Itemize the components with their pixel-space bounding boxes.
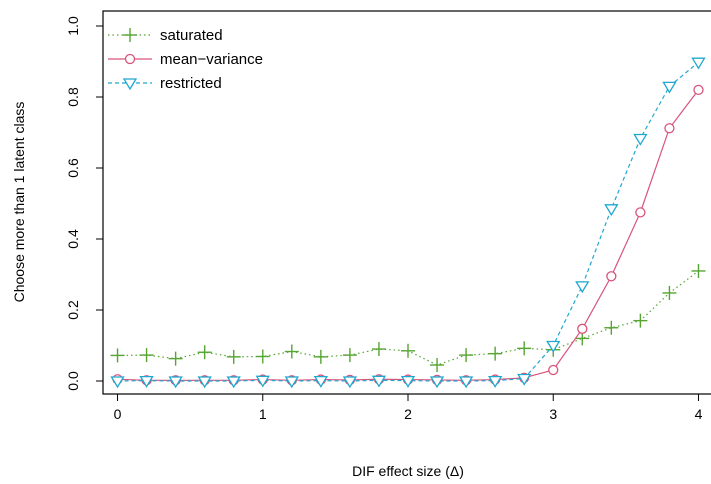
x-tick-label: 2 — [404, 406, 412, 422]
data-point — [371, 342, 386, 357]
data-point — [546, 340, 561, 353]
legend-marker — [122, 78, 138, 91]
data-point — [517, 373, 532, 386]
y-tick-label: 1.0 — [65, 16, 81, 36]
series-plus — [110, 263, 706, 373]
legend-entry: saturated — [108, 27, 223, 44]
legend: saturated mean−variance restricted — [108, 27, 263, 92]
data-point — [604, 320, 619, 335]
data-point — [313, 349, 328, 364]
legend-entry: restricted — [108, 75, 222, 92]
legend-label: saturated — [160, 27, 223, 44]
data-point — [430, 358, 445, 373]
data-point — [110, 376, 125, 389]
y-axis-label: Choose more than 1 latent class — [11, 102, 27, 303]
data-point — [110, 348, 125, 363]
y-tick-label: 0.4 — [65, 229, 81, 249]
legend-entry: mean−variance — [108, 51, 263, 68]
data-point — [633, 133, 648, 146]
data-point — [691, 57, 706, 70]
data-point — [255, 375, 270, 388]
data-point — [401, 343, 415, 358]
series-circle — [112, 84, 704, 386]
data-point — [226, 376, 241, 389]
legend-label: mean−variance — [160, 51, 263, 68]
data-point — [400, 375, 416, 388]
data-point — [604, 204, 619, 217]
x-tick-label: 3 — [549, 406, 557, 422]
data-point — [575, 281, 590, 294]
x-axis: 0 1 2 3 4 — [114, 393, 703, 422]
data-point — [371, 375, 387, 388]
data-point — [517, 341, 532, 356]
legend-label: restricted — [160, 75, 222, 92]
data-point — [662, 81, 677, 94]
data-point — [255, 349, 270, 364]
data-point — [691, 263, 706, 278]
data-point — [284, 344, 299, 359]
data-point — [139, 348, 154, 363]
data-point — [197, 345, 212, 360]
data-point — [693, 84, 704, 96]
legend-marker — [123, 28, 137, 42]
data-point — [342, 376, 358, 389]
x-axis-label: DIF effect size (Δ) — [352, 463, 464, 479]
data-point — [284, 376, 299, 389]
data-point — [197, 376, 212, 389]
data-point — [458, 376, 474, 389]
y-tick-label: 0.2 — [65, 300, 81, 320]
data-point — [635, 207, 646, 218]
data-point — [139, 375, 154, 388]
data-point — [633, 313, 648, 328]
x-tick-label: 4 — [695, 406, 703, 422]
y-tick-label: 0.6 — [65, 158, 81, 178]
series-triangle-down — [110, 57, 706, 389]
data-point — [226, 349, 241, 364]
data-point — [548, 364, 559, 376]
data-point — [487, 375, 503, 388]
data-point — [488, 346, 503, 361]
data-point — [342, 348, 357, 363]
data-point — [459, 348, 474, 363]
data-point — [168, 351, 183, 366]
x-tick-label: 0 — [114, 406, 122, 422]
data-point — [664, 123, 675, 134]
y-tick-label: 0.0 — [65, 371, 81, 391]
y-tick-label: 0.8 — [65, 87, 81, 107]
y-axis: 0.0 0.2 0.4 0.6 0.8 1.0 — [65, 16, 104, 391]
data-point — [606, 271, 617, 282]
data-point — [429, 376, 445, 389]
series-line — [117, 89, 699, 381]
x-tick-label: 1 — [259, 406, 267, 422]
data-point — [577, 323, 588, 334]
series-layer — [110, 57, 706, 389]
data-point — [168, 376, 183, 389]
data-point — [313, 375, 329, 388]
data-point — [662, 285, 677, 300]
legend-marker — [124, 53, 136, 65]
plot-frame — [102, 10, 711, 395]
